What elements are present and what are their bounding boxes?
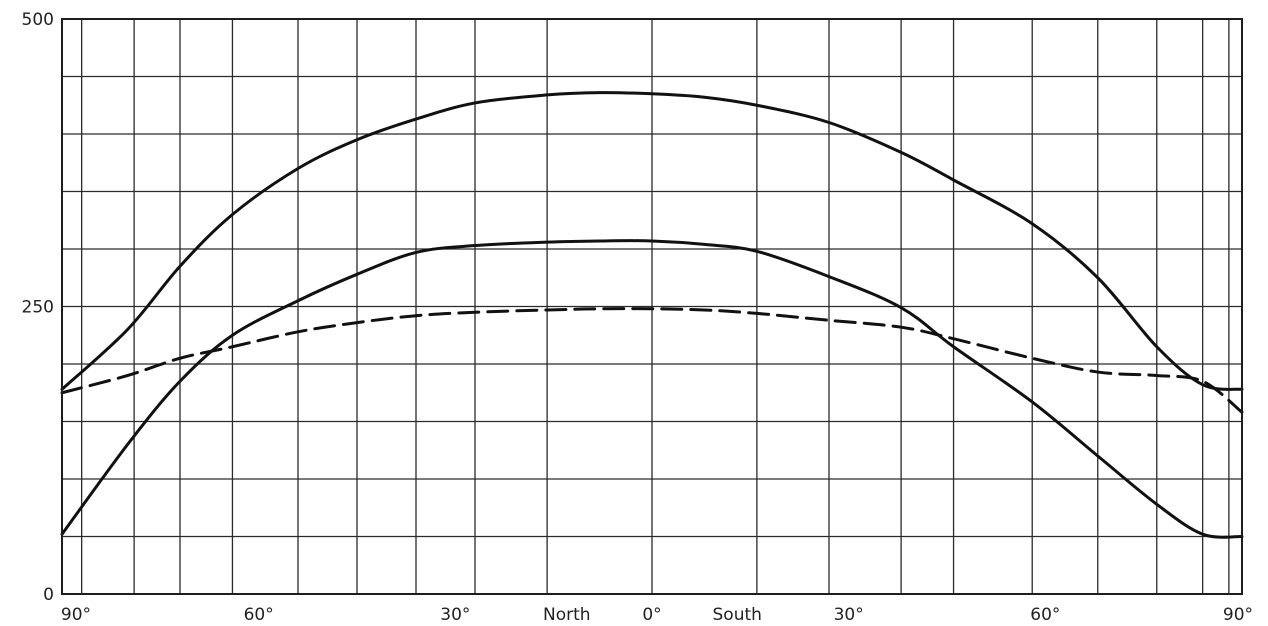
series-layer xyxy=(60,91,1244,539)
y-tick-label: 0 xyxy=(43,585,54,605)
x-tick-label: 60° xyxy=(244,605,274,625)
y-tick-label: 250 xyxy=(22,298,54,318)
y-tick-label: 500 xyxy=(22,10,54,30)
x-tick-label: 30° xyxy=(834,605,864,625)
series-line-dashed xyxy=(60,307,1244,414)
x-tick-label: North xyxy=(543,605,591,625)
x-tick-label: 30° xyxy=(440,605,470,625)
grid-lines xyxy=(61,18,1243,595)
x-tick-label: 90° xyxy=(61,605,91,625)
x-tick-label: South xyxy=(713,605,762,625)
tick-labels: 0 250 500 90° 60° 30° North 0° South 30° 60° 90° xyxy=(22,10,1254,625)
x-tick-label: 90° xyxy=(1223,605,1253,625)
series-line-solid-1 xyxy=(60,91,1244,391)
plot-frame xyxy=(61,18,1243,595)
series-line-solid-2 xyxy=(60,239,1244,539)
x-tick-label: 0° xyxy=(642,605,661,625)
x-tick-label: 60° xyxy=(1030,605,1060,625)
